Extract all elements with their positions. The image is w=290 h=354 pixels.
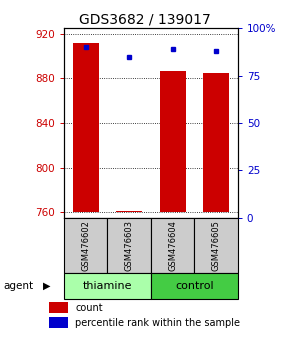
Bar [64,218,107,273]
Bar [203,73,229,212]
Text: GSM476603: GSM476603 [124,219,134,271]
Bar [160,71,186,212]
Text: control: control [175,281,214,291]
Bar [194,218,238,273]
Bar [49,317,68,328]
Text: count: count [75,303,103,313]
Bar [116,211,142,212]
Bar [49,302,68,313]
Text: GDS3682 / 139017: GDS3682 / 139017 [79,12,211,27]
Bar [151,273,238,299]
Bar [64,273,151,299]
Text: ▶: ▶ [43,281,51,291]
Text: GSM476604: GSM476604 [168,220,177,270]
Bar [151,218,194,273]
Text: thiamine: thiamine [83,281,132,291]
Text: GSM476602: GSM476602 [81,220,90,270]
Bar [107,218,151,273]
Text: agent: agent [3,281,33,291]
Text: GSM476605: GSM476605 [211,220,221,270]
Text: percentile rank within the sample: percentile rank within the sample [75,318,240,327]
Bar [72,43,99,212]
